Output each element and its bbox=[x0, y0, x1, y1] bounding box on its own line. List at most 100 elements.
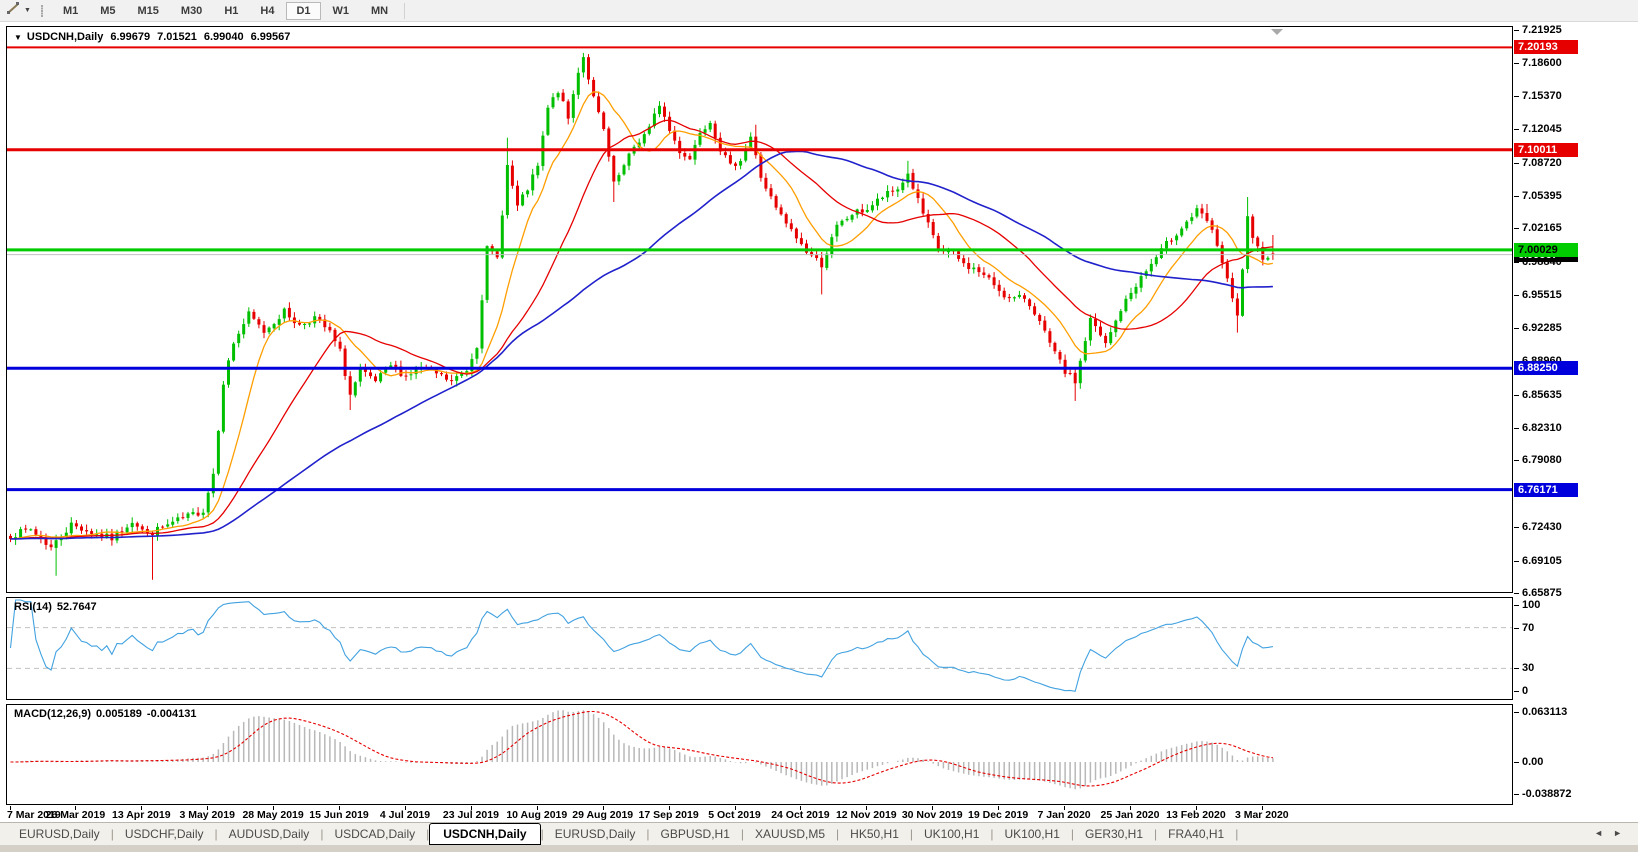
toolbar-separator bbox=[404, 2, 406, 19]
toolbar-grip[interactable] bbox=[40, 9, 43, 12]
rsi-label: RSI(14) 52.7647 bbox=[14, 601, 97, 613]
tab-separator: | bbox=[214, 827, 218, 841]
chart-tab-xauusd-m5[interactable]: XAUUSD,M5 bbox=[755, 827, 826, 841]
chart-tab-uk100-h1[interactable]: UK100,H1 bbox=[924, 827, 980, 841]
date-label: 10 Aug 2019 bbox=[506, 809, 568, 821]
macd-tick-label-mark bbox=[1514, 712, 1519, 713]
timeframe-button-h4[interactable]: H4 bbox=[260, 4, 275, 17]
date-label: 3 Mar 2020 bbox=[1234, 809, 1289, 821]
symbol-label: USDCNH,Daily bbox=[26, 31, 104, 43]
date-tick-mark bbox=[668, 806, 670, 810]
chart-tab-uk100-h1[interactable]: UK100,H1 bbox=[1004, 827, 1060, 841]
tab-separator: | bbox=[836, 827, 840, 841]
price-tick-label-mark bbox=[1514, 261, 1519, 263]
timeframe-button-h1[interactable]: H1 bbox=[224, 4, 239, 17]
main-chart-panel[interactable]: ▼ USDCNH,Daily 6.99679 7.01521 6.99040 6.9956… bbox=[6, 26, 1513, 593]
price-tick-label: 6.72430 bbox=[1522, 521, 1562, 534]
tabs-scroll-left-icon[interactable]: ◄ bbox=[1594, 828, 1614, 838]
timeframe-button-m5[interactable]: M5 bbox=[100, 4, 116, 17]
rsi-plot[interactable] bbox=[7, 598, 1512, 699]
timeframe-button-m15[interactable]: M15 bbox=[137, 4, 159, 17]
date-label: 12 Nov 2019 bbox=[835, 809, 897, 821]
price-tick-label-mark bbox=[1514, 129, 1519, 131]
ohlc-open: 6.99679 bbox=[110, 31, 151, 43]
date-tick-mark bbox=[75, 806, 77, 810]
rsi-value: 52.7647 bbox=[56, 601, 97, 613]
chart-tab-bar: EURUSD,Daily | USDCHF,Daily | AUDUSD,Daily | U… bbox=[0, 822, 1638, 845]
rsi-tick-label-mark bbox=[1514, 668, 1519, 670]
collapse-indicator-icon[interactable]: ▼ bbox=[14, 33, 22, 42]
macd-tick-label: 0.063113 bbox=[1522, 706, 1568, 718]
tabs-scroll-right-icon[interactable]: ► bbox=[1613, 828, 1632, 838]
tab-separator: | bbox=[909, 827, 913, 841]
timeframe-button-w1[interactable]: W1 bbox=[332, 4, 350, 17]
chart-tool-icon[interactable] bbox=[6, 1, 21, 21]
main-plot[interactable] bbox=[7, 27, 1512, 592]
price-tick-label-mark bbox=[1514, 527, 1519, 529]
price-tick-label: 6.82310 bbox=[1522, 421, 1562, 434]
timeframe-button-m30[interactable]: M30 bbox=[180, 4, 203, 17]
date-tick-mark bbox=[866, 806, 868, 810]
macd-signal-value: -0.004131 bbox=[146, 708, 197, 720]
tab-separator: | bbox=[740, 827, 745, 841]
price-tick-label-mark bbox=[1514, 560, 1519, 562]
tab-separator: | bbox=[426, 827, 430, 841]
date-tick-mark bbox=[932, 806, 934, 810]
hline-price-badge: 6.88250 bbox=[1514, 361, 1578, 376]
timeframe-button-m1[interactable]: M1 bbox=[62, 4, 79, 17]
price-tick-label: 6.92285 bbox=[1522, 321, 1562, 334]
date-label: 4 Jul 2019 bbox=[379, 809, 431, 821]
tab-separator: | bbox=[1070, 827, 1074, 841]
price-tick-label: 7.05395 bbox=[1522, 190, 1562, 203]
chart-tab-hk50-h1[interactable]: HK50,H1 bbox=[850, 827, 899, 841]
price-tick-label-mark bbox=[1514, 394, 1519, 396]
date-label: 17 Sep 2019 bbox=[638, 809, 699, 821]
price-tick-label: 7.12045 bbox=[1522, 123, 1562, 136]
dropdown-caret-icon[interactable]: ▼ bbox=[24, 7, 31, 14]
timeframe-button-d1[interactable]: D1 bbox=[286, 1, 321, 20]
date-tick-mark bbox=[470, 806, 472, 810]
chart-tab-usdchf-daily[interactable]: USDCHF,Daily bbox=[124, 827, 204, 841]
chart-tab-usdcnh-daily[interactable]: USDCNH,Daily bbox=[429, 823, 541, 845]
date-tick-mark bbox=[998, 806, 1000, 810]
chart-tab-fra40-h1[interactable]: FRA40,H1 bbox=[1168, 827, 1225, 841]
date-tick-mark bbox=[9, 806, 11, 810]
rsi-tick-label-mark bbox=[1514, 691, 1519, 692]
macd-panel[interactable]: MACD(12,26,9) 0.005189 -0.004131 bbox=[6, 704, 1513, 805]
price-tick-label: 6.85635 bbox=[1522, 388, 1562, 401]
chart-tab-gbpusd-h1[interactable]: GBPUSD,H1 bbox=[660, 827, 730, 841]
date-label: 7 Jan 2020 bbox=[1037, 809, 1091, 821]
chart-tool-group[interactable]: ▼ bbox=[0, 1, 37, 21]
price-tick-label-mark bbox=[1514, 327, 1519, 329]
rsi-tick-label: 100 bbox=[1522, 599, 1541, 611]
timeframe-button-mn[interactable]: MN bbox=[371, 4, 389, 17]
macd-main-value: 0.005189 bbox=[96, 708, 142, 720]
price-tick-label-mark bbox=[1514, 95, 1519, 97]
timeframe-buttons: M1 M5 M15 M30 H1 H4 D1 W1 MN bbox=[52, 1, 410, 20]
date-tick-mark bbox=[207, 806, 209, 810]
date-label: 13 Apr 2019 bbox=[112, 809, 171, 821]
price-tick-label: 7.15370 bbox=[1522, 89, 1562, 102]
price-tick-label-mark bbox=[1514, 228, 1519, 230]
hline-price-badge: 7.20193 bbox=[1514, 40, 1578, 55]
macd-label: MACD(12,26,9) 0.005189 -0.004131 bbox=[14, 708, 197, 720]
date-tick-mark bbox=[1195, 806, 1197, 810]
date-tick-mark bbox=[1064, 806, 1066, 810]
macd-tick-label-mark bbox=[1514, 794, 1519, 796]
rsi-panel[interactable]: RSI(14) 52.7647 bbox=[6, 597, 1513, 700]
hline-price-badge: 7.00029 bbox=[1514, 242, 1578, 257]
macd-plot[interactable] bbox=[7, 705, 1512, 804]
chart-tab-audusd-daily[interactable]: AUDUSD,Daily bbox=[228, 827, 310, 841]
date-tick-mark bbox=[800, 806, 802, 810]
tab-separator: | bbox=[540, 827, 544, 841]
tab-separator: | bbox=[1235, 827, 1239, 841]
chart-tab-ger30-h1[interactable]: GER30,H1 bbox=[1085, 827, 1144, 841]
chart-tab-usdcad-daily[interactable]: USDCAD,Daily bbox=[334, 827, 416, 841]
rsi-tick-label: 30 bbox=[1522, 662, 1535, 675]
tab-separator: | bbox=[990, 827, 994, 841]
price-tick-label: 7.08720 bbox=[1522, 156, 1562, 169]
chart-tab-eurusd-daily[interactable]: EURUSD,Daily bbox=[19, 827, 100, 841]
chart-tab-eurusd-daily[interactable]: EURUSD,Daily bbox=[554, 827, 636, 841]
hline-price-badge: 7.10011 bbox=[1514, 142, 1578, 157]
timeframe-toolbar: ▼ M1 M5 M15 M30 H1 H4 D1 W1 MN bbox=[0, 0, 1638, 22]
